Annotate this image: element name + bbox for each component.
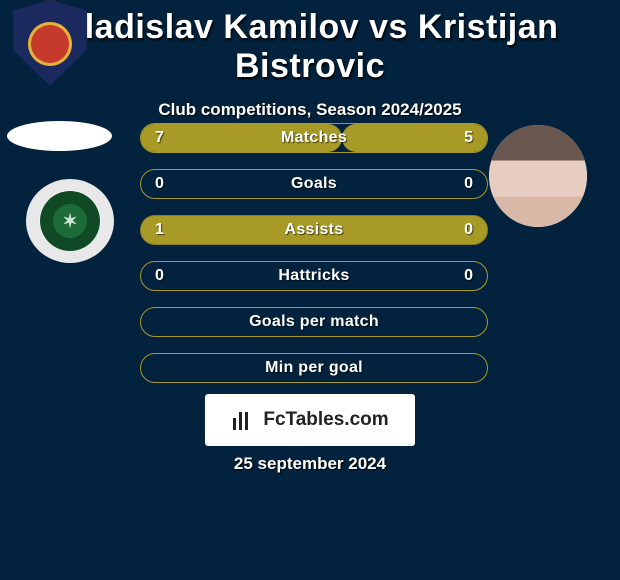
stat-row: 1 Assists 0: [140, 215, 488, 245]
stat-row: 7 Matches 5: [140, 123, 488, 153]
stat-left-value: 7: [155, 129, 164, 147]
bars-icon: [231, 410, 257, 430]
stat-right-value: 0: [464, 175, 473, 193]
stat-label: Hattricks: [278, 267, 349, 285]
stat-left-value: 0: [155, 267, 164, 285]
stat-row: Min per goal: [140, 353, 488, 383]
player-left-club-badge: ✶: [26, 179, 114, 263]
stat-label: Min per goal: [265, 359, 363, 377]
stat-row: 0 Hattricks 0: [140, 261, 488, 291]
stat-label: Assists: [284, 221, 343, 239]
brand-badge[interactable]: FcTables.com: [205, 394, 415, 446]
stat-right-value: 0: [464, 267, 473, 285]
player-left-photo: [7, 121, 112, 151]
page-title: Vladislav Kamilov vs Kristijan Bistrovic: [0, 0, 620, 86]
stat-right-value: 0: [464, 221, 473, 239]
stat-left-value: 1: [155, 221, 164, 239]
date-label: 25 september 2024: [0, 454, 620, 474]
stat-label: Goals: [291, 175, 337, 193]
subtitle: Club competitions, Season 2024/2025: [0, 100, 620, 120]
stat-row: 0 Goals 0: [140, 169, 488, 199]
brand-label: FcTables.com: [263, 409, 388, 431]
stats-table: 7 Matches 5 0 Goals 0 1 Assists 0 0 Hattricks 0 Goal…: [140, 123, 488, 399]
stat-row: Goals per match: [140, 307, 488, 337]
stat-left-value: 0: [155, 175, 164, 193]
cska-center-icon: [28, 22, 72, 66]
stat-label: Goals per match: [249, 313, 379, 331]
terek-badge-icon: ✶: [40, 191, 100, 251]
player-right-photo: [489, 125, 587, 227]
stat-right-value: 5: [464, 129, 473, 147]
stat-label: Matches: [281, 129, 347, 147]
player-right-photo-img: [489, 125, 587, 227]
